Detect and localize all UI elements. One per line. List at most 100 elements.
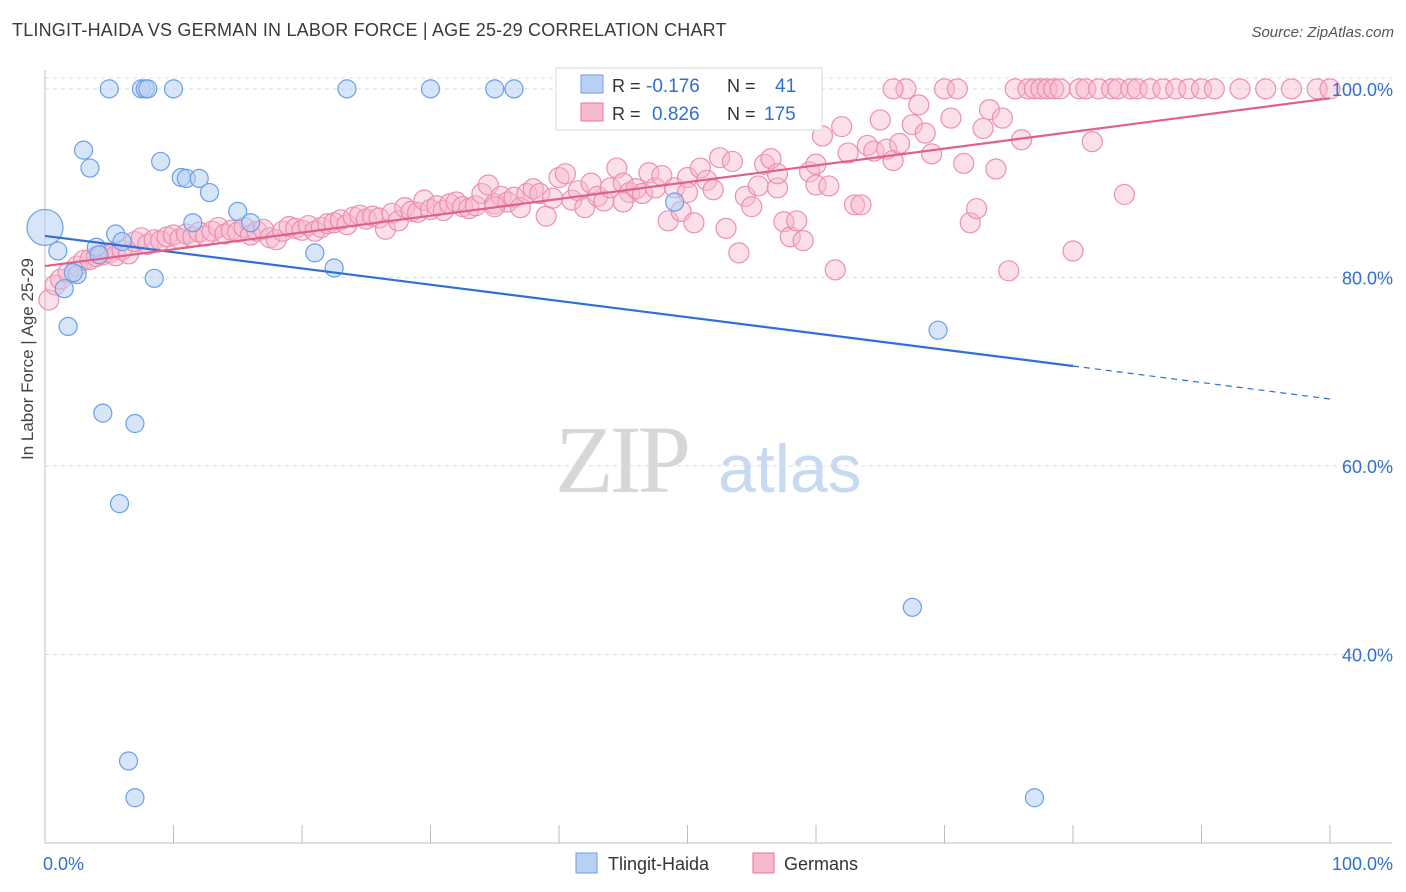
data-point-germans — [869, 109, 891, 131]
series-tlingit-haida — [26, 79, 1045, 808]
stats-legend-box: R = -0.176 N = 41 R = 0.826 N = 175 — [555, 67, 823, 131]
data-point-tlingit-haida — [305, 243, 325, 263]
data-point-tlingit-haida — [73, 140, 94, 160]
data-point-germans — [850, 194, 872, 216]
data-point-germans — [914, 122, 936, 144]
stats-swatch-pink — [580, 102, 604, 122]
data-point-germans — [1081, 131, 1103, 153]
tick-labels: 40.0% 60.0% 80.0% 100.0% 0.0% 100.0% — [43, 80, 1393, 874]
data-point-tlingit-haida — [189, 168, 209, 189]
data-point-tlingit-haida — [80, 158, 100, 178]
y-tick-label: 80.0% — [1342, 268, 1393, 288]
stats-n-value-2: 175 — [764, 104, 796, 125]
data-point-germans — [818, 175, 840, 197]
data-point-germans — [1178, 78, 1200, 100]
data-point-germans — [908, 94, 930, 116]
data-point-tlingit-haida — [125, 413, 145, 434]
data-point-germans — [1120, 78, 1142, 100]
data-point-germans — [1113, 183, 1136, 206]
data-point-germans — [1030, 78, 1052, 100]
data-point-tlingit-haida — [420, 79, 441, 99]
stats-n-value-1: 41 — [775, 76, 796, 97]
data-point-germans — [946, 78, 968, 100]
data-point-germans — [535, 205, 557, 227]
data-point-germans — [1017, 78, 1039, 100]
data-point-germans — [888, 132, 911, 155]
data-point-germans — [1280, 78, 1303, 100]
data-point-germans — [1068, 78, 1091, 100]
data-point-tlingit-haida — [902, 597, 922, 617]
data-point-tlingit-haida — [241, 213, 261, 233]
data-point-germans — [876, 138, 898, 160]
data-point-germans — [1126, 78, 1148, 100]
data-point-germans — [843, 194, 866, 216]
data-point-germans — [1023, 78, 1046, 100]
trend-line-tlingit-haida — [44, 234, 1074, 368]
data-point-germans — [702, 179, 724, 201]
series-legend: Tlingit-Haida Germans — [575, 852, 858, 874]
data-point-tlingit-haida — [138, 79, 158, 99]
data-point-tlingit-haida — [504, 79, 524, 99]
data-point-germans — [503, 186, 525, 208]
data-point-germans — [786, 210, 808, 232]
data-point-tlingit-haida — [665, 192, 685, 212]
y-tick-label: 60.0% — [1342, 457, 1393, 477]
data-point-tlingit-haida — [112, 231, 132, 252]
data-point-tlingit-haida — [125, 788, 145, 808]
data-point-germans — [953, 152, 975, 174]
data-point-germans — [529, 182, 551, 205]
data-point-tlingit-haida — [99, 79, 119, 99]
data-point-tlingit-haida — [485, 79, 505, 99]
watermark-zip: ZIP — [555, 406, 688, 513]
stats-n-label-2: N = — [727, 104, 756, 124]
data-point-germans — [1152, 78, 1174, 100]
data-point-germans — [715, 217, 737, 239]
y-tick-label: 100.0% — [1332, 80, 1393, 100]
watermark-atlas: atlas — [718, 431, 862, 507]
legend-swatch-tlingit-haida — [575, 852, 598, 874]
data-point-germans — [741, 196, 763, 218]
data-point-germans — [1229, 78, 1251, 100]
data-point-germans — [394, 197, 416, 219]
data-point-germans — [998, 260, 1020, 282]
data-point-germans — [766, 163, 789, 185]
data-point-germans — [1075, 78, 1097, 100]
data-point-germans — [201, 220, 223, 242]
data-point-germans — [612, 191, 634, 213]
data-point-tlingit-haida — [58, 316, 78, 337]
stats-n-label-1: N = — [727, 76, 756, 96]
data-point-germans — [921, 143, 943, 165]
data-point-germans — [1165, 78, 1187, 100]
x-tick-label: 0.0% — [43, 854, 84, 874]
watermark: ZIP atlas — [555, 406, 862, 513]
stats-r-label-2: R = — [612, 104, 641, 124]
data-point-tlingit-haida — [54, 279, 74, 299]
data-point-germans — [901, 114, 923, 136]
data-point-germans — [1190, 78, 1213, 100]
data-point-germans — [374, 218, 397, 240]
data-point-germans — [824, 259, 846, 281]
data-point-tlingit-haida — [1024, 788, 1045, 808]
data-point-germans — [1088, 78, 1110, 100]
data-point-germans — [933, 78, 956, 100]
data-point-germans — [548, 166, 570, 189]
data-point-germans — [972, 117, 994, 140]
data-point-germans — [779, 226, 801, 248]
data-point-germans — [831, 115, 853, 138]
chart-source: Source: ZipAtlas.com — [1251, 24, 1394, 41]
data-point-germans — [310, 216, 332, 239]
data-point-germans — [1043, 78, 1065, 100]
data-point-tlingit-haida — [48, 241, 68, 261]
data-point-germans — [1203, 78, 1225, 100]
data-point-germans — [1004, 78, 1026, 100]
trend-lines — [44, 97, 1331, 400]
data-point-germans — [728, 242, 750, 264]
legend-label-germans: Germans — [784, 854, 858, 874]
legend-swatch-germans — [752, 852, 775, 874]
data-point-tlingit-haida — [144, 268, 164, 288]
data-point-tlingit-haida — [109, 494, 130, 514]
data-point-germans — [1049, 78, 1071, 100]
data-point-germans — [985, 158, 1007, 180]
data-point-tlingit-haida — [26, 208, 64, 247]
